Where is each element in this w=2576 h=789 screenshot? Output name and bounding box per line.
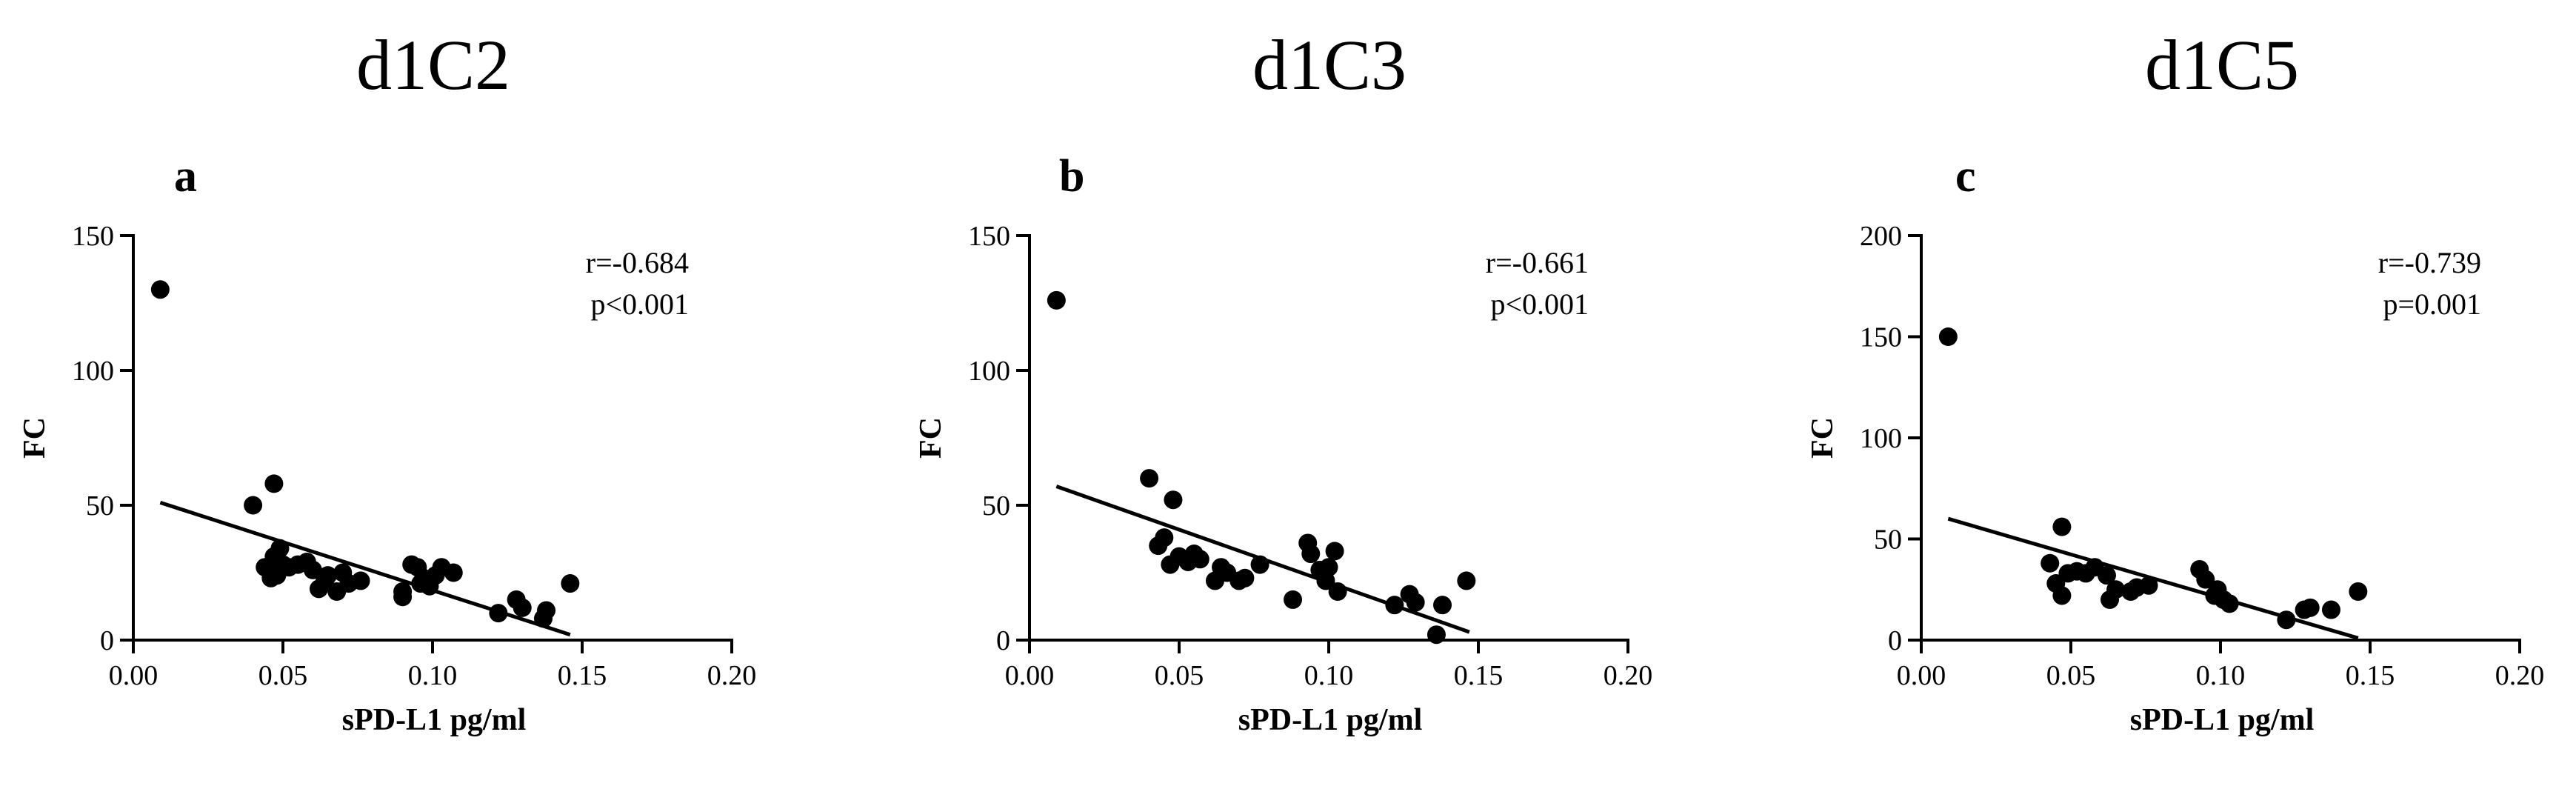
correlation-r: r=-0.661 bbox=[1486, 246, 1589, 279]
data-point bbox=[444, 563, 463, 582]
data-point bbox=[1427, 625, 1446, 645]
data-point bbox=[1325, 542, 1344, 561]
data-point bbox=[2139, 576, 2158, 595]
data-point bbox=[1284, 590, 1303, 609]
x-tick-label: 0.15 bbox=[558, 660, 607, 691]
data-point bbox=[489, 604, 508, 623]
p-value: p<0.001 bbox=[1490, 287, 1589, 321]
x-axis-label: sPD-L1 pg/ml bbox=[1238, 703, 1423, 737]
y-axis-label: FC bbox=[914, 417, 948, 459]
data-point bbox=[303, 560, 322, 579]
data-point bbox=[270, 539, 290, 558]
y-tick-label: 50 bbox=[1874, 525, 1902, 556]
x-tick-label: 0.15 bbox=[2346, 660, 2395, 691]
data-point bbox=[2321, 600, 2340, 619]
regression-line bbox=[159, 500, 571, 637]
y-tick-label: 100 bbox=[1860, 423, 1902, 454]
data-point bbox=[513, 598, 532, 617]
data-point bbox=[393, 582, 413, 601]
data-point bbox=[2220, 594, 2239, 613]
x-tick-label: 0.10 bbox=[2196, 660, 2246, 691]
y-tick-label: 50 bbox=[86, 490, 114, 522]
chart-title: d1C3 bbox=[1252, 25, 1407, 104]
correlation-r: r=-0.684 bbox=[586, 246, 689, 279]
panel-label: c bbox=[1955, 151, 1976, 202]
data-point bbox=[2052, 517, 2072, 536]
data-point bbox=[2349, 582, 2368, 601]
y-axis-label: FC bbox=[1806, 417, 1840, 459]
data-point bbox=[2277, 610, 2296, 630]
data-point bbox=[1164, 490, 1183, 510]
x-tick-label: 0.20 bbox=[1604, 660, 1653, 691]
data-point bbox=[1047, 290, 1066, 310]
chart-panel-c: d1C5 c 0.00 0.05 0.10 0.15 0.20 0 50 100 150 200 sPD… bbox=[1806, 25, 2544, 737]
data-point bbox=[537, 601, 556, 620]
chart-panel-b: d1C3 b 0.00 0.05 0.10 0.15 0.20 0 50 100 150 sPD-L1… bbox=[914, 25, 1652, 737]
chart-title: d1C2 bbox=[356, 25, 510, 104]
y-tick-label: 0 bbox=[996, 625, 1010, 656]
x-tick-label: 0.00 bbox=[1005, 660, 1055, 691]
data-point bbox=[2052, 586, 2072, 605]
x-axis-label: sPD-L1 pg/ml bbox=[342, 703, 527, 737]
panel-label: a bbox=[174, 151, 197, 202]
data-point bbox=[318, 566, 338, 585]
x-tick-label: 0.05 bbox=[258, 660, 308, 691]
data-point bbox=[1328, 582, 1347, 601]
p-value: p<0.001 bbox=[590, 287, 689, 321]
x-tick-label: 0.05 bbox=[1155, 660, 1204, 691]
data-point bbox=[244, 496, 263, 515]
data-point bbox=[1235, 568, 1255, 587]
data-point bbox=[1433, 596, 1452, 615]
x-tick-label: 0.20 bbox=[2495, 660, 2545, 691]
data-point bbox=[1250, 555, 1269, 574]
data-point bbox=[1155, 528, 1174, 547]
data-point bbox=[1301, 545, 1321, 564]
y-tick-label: 150 bbox=[1860, 322, 1902, 353]
p-value: p=0.001 bbox=[2383, 287, 2481, 321]
panel-label: b bbox=[1059, 151, 1084, 202]
data-point bbox=[1190, 550, 1209, 569]
y-tick-label: 150 bbox=[72, 221, 114, 252]
data-point bbox=[1406, 593, 1425, 612]
y-tick-label: 0 bbox=[1888, 625, 1902, 656]
data-point bbox=[1457, 571, 1476, 590]
x-tick-label: 0.00 bbox=[109, 660, 159, 691]
data-point bbox=[2097, 566, 2116, 585]
data-point bbox=[2300, 598, 2320, 617]
data-point bbox=[264, 474, 284, 493]
data-point bbox=[351, 571, 370, 590]
y-tick-label: 50 bbox=[982, 490, 1010, 522]
x-tick-label: 0.10 bbox=[1304, 660, 1354, 691]
data-point bbox=[150, 280, 170, 299]
y-tick-label: 100 bbox=[968, 356, 1010, 387]
y-tick-label: 150 bbox=[968, 221, 1010, 252]
x-axis-label: sPD-L1 pg/ml bbox=[2130, 703, 2315, 737]
data-point bbox=[1140, 469, 1159, 488]
data-point bbox=[561, 574, 580, 593]
y-tick-label: 0 bbox=[100, 625, 114, 656]
data-point bbox=[1319, 558, 1338, 577]
data-point bbox=[1938, 327, 1958, 346]
x-tick-label: 0.10 bbox=[408, 660, 458, 691]
y-axis-label: FC bbox=[18, 417, 52, 459]
data-point bbox=[1385, 596, 1404, 615]
y-tick-label: 100 bbox=[72, 356, 114, 387]
chart-title: d1C5 bbox=[2145, 25, 2299, 104]
x-tick-label: 0.20 bbox=[707, 660, 757, 691]
x-tick-label: 0.15 bbox=[1454, 660, 1504, 691]
data-point bbox=[2041, 553, 2060, 573]
correlation-r: r=-0.739 bbox=[2378, 246, 2481, 279]
x-tick-label: 0.05 bbox=[2046, 660, 2096, 691]
x-tick-label: 0.00 bbox=[1897, 660, 1946, 691]
data-point bbox=[2106, 580, 2126, 599]
chart-panel-a: d1C2 a 0.00 0.05 0.10 0.15 0.20 0 50 100 150 sPD-L1… bbox=[18, 25, 756, 737]
y-tick-label: 200 bbox=[1860, 221, 1902, 252]
